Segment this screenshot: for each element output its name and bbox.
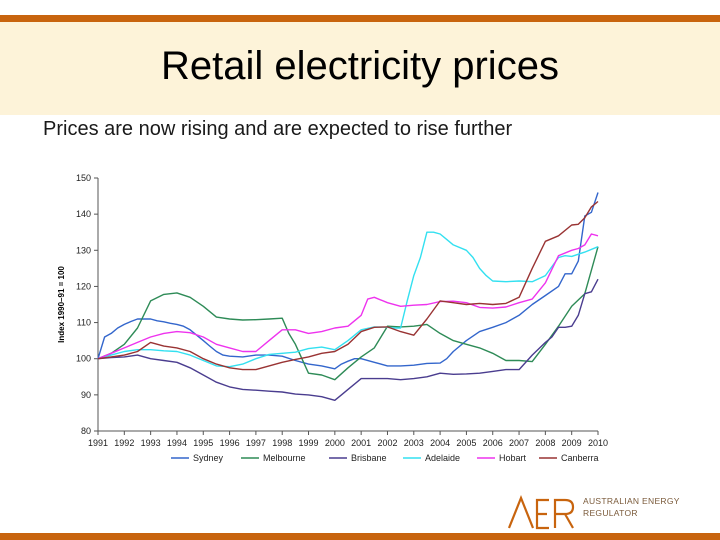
legend-label-adelaide: Adelaide [425,453,460,463]
x-tick-label: 1996 [220,438,240,448]
x-tick-label: 1998 [272,438,292,448]
series-line-canberra [97,200,599,371]
x-tick-label: 2009 [562,438,582,448]
series-line-melbourne [97,246,599,381]
x-tick-label: 2010 [588,438,608,448]
legend-label-melbourne: Melbourne [263,453,306,463]
legend-label-sydney: Sydney [193,453,224,463]
y-tick-label: 120 [76,281,91,291]
y-tick-label: 100 [76,354,91,364]
x-tick-label: 2006 [483,438,503,448]
line-chart: 80 90 100 110 120 130 140 150 1991 1992 1993 1994 19… [57,173,608,463]
aer-logo-mark [507,495,575,530]
logo-r-shape [553,498,575,529]
x-tick-label: 2008 [535,438,555,448]
top-accent-bar [0,15,720,22]
y-tick-label: 110 [77,318,91,328]
legend-label-brisbane: Brisbane [351,453,387,463]
x-tick-label: 2004 [430,438,450,448]
aer-logo [507,495,575,530]
x-tick-label: 1995 [193,438,213,448]
series-line-sydney [97,192,599,370]
x-tick-label: 1997 [246,438,266,448]
y-tick-label: 150 [76,173,91,183]
x-tick-label: 2000 [325,438,345,448]
x-tick-label: 1992 [114,438,134,448]
y-tick-label: 140 [76,209,91,219]
y-tick-label: 90 [81,390,91,400]
x-tick-label: 1993 [141,438,161,448]
title-band [0,22,720,115]
series-line-hobart [97,233,599,360]
slide-subtitle: Prices are now rising and are expected t… [43,118,513,140]
x-tick-label: 2002 [377,438,397,448]
logo-e-shape [535,498,549,530]
x-tick-label: 2005 [456,438,476,448]
series-line-adelaide [97,231,599,368]
y-axis-label: Index 1990–91 = 100 [57,266,66,343]
x-tick-label: 2001 [351,438,371,448]
x-tick-label: 2007 [509,438,529,448]
legend-label-canberra: Canberra [561,453,599,463]
x-tick-label: 2003 [404,438,424,448]
x-tick-label: 1999 [299,438,319,448]
logo-a-shape [507,495,535,529]
x-tick-label: 1991 [88,438,108,448]
logo-text-line1: AUSTRALIAN ENERGY [583,496,680,506]
series-line-brisbane [97,278,599,401]
legend-label-hobart: Hobart [499,453,527,463]
y-tick-label: 80 [81,426,91,436]
y-tick-label: 130 [76,245,91,255]
slide-title: Retail electricity prices [161,44,559,88]
bottom-accent-bar [0,533,720,540]
x-tick-label: 1994 [167,438,187,448]
logo-text-line2: REGULATOR [583,508,638,518]
